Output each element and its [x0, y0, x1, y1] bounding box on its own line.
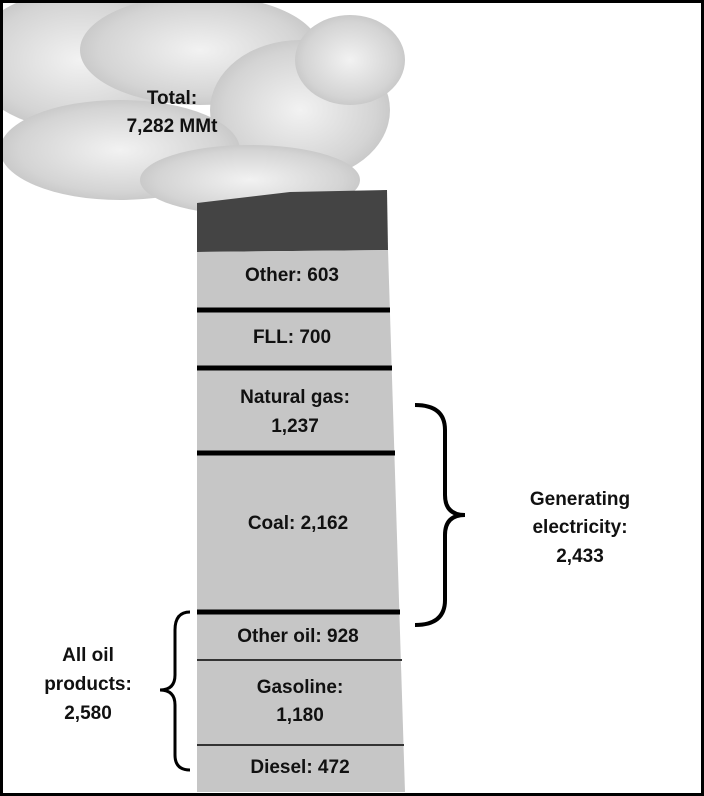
segment-label: FLL: 700 — [253, 327, 331, 348]
segment-label: Coal: 2,162 — [248, 513, 348, 534]
total-label: 7,282 MMt — [127, 116, 218, 137]
segment-label: Other: 603 — [245, 265, 339, 286]
group-label: Generating — [530, 489, 630, 510]
segment-label: 1,237 — [271, 416, 319, 437]
group-label: 2,433 — [556, 546, 604, 567]
segment-label: Other oil: 928 — [237, 626, 358, 647]
total-label: Total: — [147, 88, 197, 109]
segment-label: Diesel: 472 — [250, 757, 349, 778]
group-label: 2,580 — [64, 703, 112, 724]
segment-label: Gasoline: — [257, 677, 344, 698]
group-label: All oil — [62, 645, 114, 666]
diagram: Total: 7,282 MMt Other: 603 FLL: 700 Nat… — [0, 0, 704, 796]
group-label: electricity: — [532, 517, 627, 538]
group-label: products: — [44, 674, 132, 695]
segment-label: Natural gas: — [240, 387, 350, 408]
segment-label: 1,180 — [276, 705, 324, 726]
